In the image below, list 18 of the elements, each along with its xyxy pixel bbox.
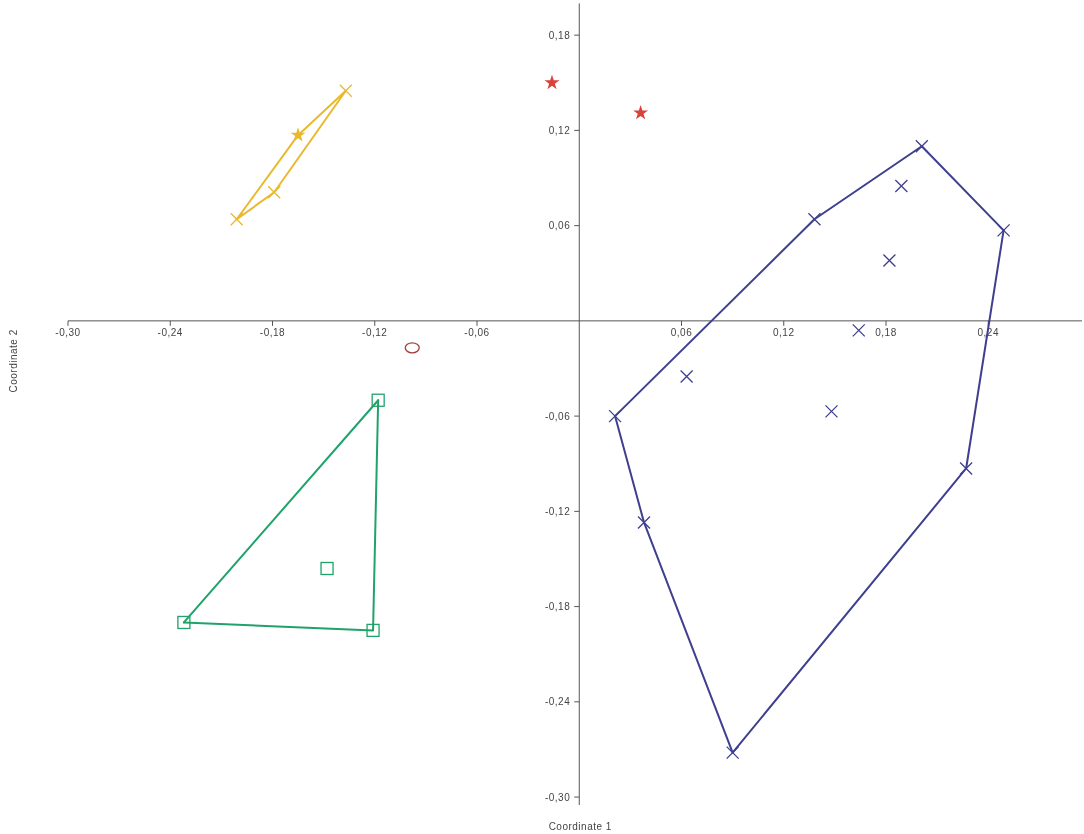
y-tick-label: -0,18 [544,601,571,613]
y-tick-label: -0,24 [544,696,571,708]
y-tick-label: 0,06 [548,220,571,232]
x-tick-label: 0,18 [875,326,897,338]
y-tick-label: 0,18 [548,29,571,41]
y-tick-label: -0,06 [544,410,571,422]
y-tick-label: -0,12 [544,505,571,517]
y-axis-title: Coordinate 2 [8,329,19,393]
x-tick-label: -0,24 [157,326,183,338]
y-tick-label: 0,12 [548,124,571,136]
x-tick-label: 0,06 [670,326,693,338]
x-tick-label: -0,18 [259,326,286,338]
x-tick-label: -0,12 [362,326,388,338]
x-tick-label: -0,30 [55,326,81,338]
x-tick-label: -0,06 [464,326,490,338]
x-tick-label: 0,12 [773,326,795,338]
y-tick-label: -0,30 [544,791,571,803]
x-axis-title: Coordinate 1 [548,821,612,832]
